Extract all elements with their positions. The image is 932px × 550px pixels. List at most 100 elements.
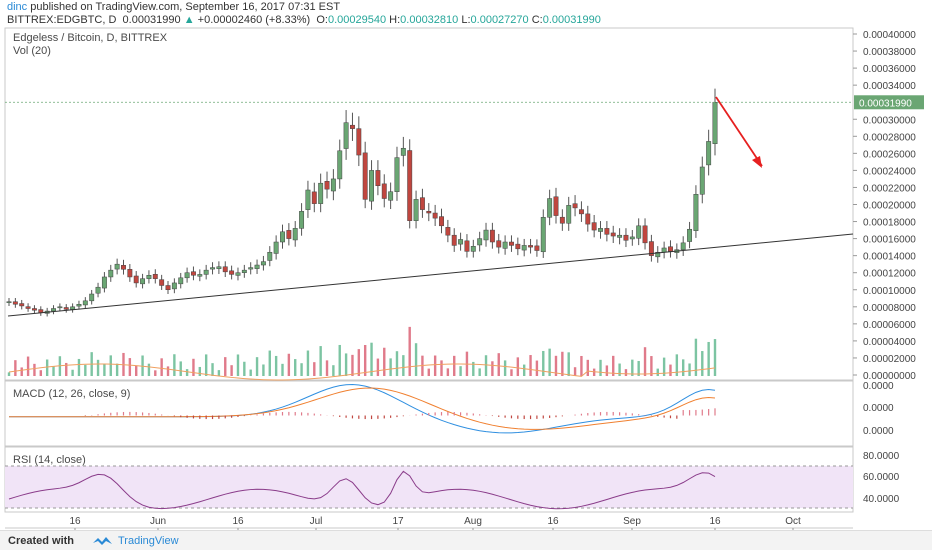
volume-bar — [274, 355, 278, 376]
volume-bar — [255, 357, 259, 376]
volume-bar — [344, 353, 348, 376]
candle-body — [6, 301, 12, 303]
volume-bar — [643, 347, 647, 376]
volume-ma-line — [8, 363, 716, 381]
candle-body — [381, 183, 387, 199]
last-price-tag-label: 0.00031990 — [859, 98, 912, 109]
rsi-tick-label: 40.0000 — [863, 494, 900, 505]
candle-body — [235, 272, 241, 276]
volume-bar — [306, 350, 310, 376]
candle-body — [426, 211, 432, 214]
volume-bar — [624, 369, 628, 376]
volume-bar — [65, 362, 68, 376]
candle-body — [483, 229, 489, 241]
rsi-band — [5, 466, 853, 508]
close-value: 0.00031990 — [542, 14, 601, 26]
volume-bar — [440, 360, 443, 376]
candle-body — [623, 234, 629, 241]
candle-body — [133, 275, 139, 284]
price-tick-label: 0.00020000 — [863, 201, 916, 212]
high-label: H: — [389, 14, 401, 26]
volume-bar — [472, 361, 475, 376]
price-tick-label: 0.00002000 — [863, 354, 916, 365]
tradingview-brand[interactable]: TradingView — [118, 535, 179, 547]
volume-bar — [675, 354, 679, 376]
volume-bar — [688, 363, 691, 376]
price-tick-label: 0.00012000 — [863, 269, 916, 280]
footer-bar: Created with TradingView — [0, 530, 932, 550]
candle-body — [407, 150, 413, 221]
rsi-line — [8, 470, 716, 510]
price-tick-label: 0.00030000 — [863, 115, 916, 126]
candle-body — [636, 225, 642, 239]
projection-arrow-head — [752, 156, 762, 168]
volume-bar — [173, 354, 176, 376]
candle-body — [559, 216, 565, 224]
volume-bar — [135, 365, 138, 376]
volume-bar — [491, 361, 494, 376]
price-tick-label: 0.00040000 — [863, 30, 916, 41]
trendline — [7, 233, 854, 317]
time-tick-label: Aug — [464, 516, 482, 527]
candle-body — [534, 245, 540, 251]
candle-body — [432, 212, 438, 219]
volume-bar — [357, 349, 361, 376]
volume-bar — [84, 364, 87, 376]
volume-bar — [662, 357, 666, 376]
candle-body — [350, 124, 355, 129]
volume-bar — [402, 355, 405, 376]
candle-body — [101, 276, 107, 289]
candle-body — [248, 267, 254, 270]
candle-body — [668, 246, 673, 252]
candle-body — [171, 282, 177, 290]
candle-body — [267, 251, 273, 261]
candle-body — [203, 269, 209, 275]
macd-tick-label: 0.0000 — [863, 426, 894, 437]
volume-bar — [669, 364, 672, 376]
candle-body — [229, 270, 235, 275]
price-tick-label: 0.00038000 — [863, 47, 916, 58]
candle-body — [159, 279, 165, 286]
volume-bar — [484, 355, 488, 376]
volume-bar — [631, 359, 634, 376]
volume-bar — [39, 370, 43, 376]
publisher-line: dinc published on TradingView.com, Septe… — [7, 1, 340, 13]
volume-bar — [586, 359, 589, 376]
publisher-name[interactable]: dinc — [7, 1, 28, 13]
high-value: 0.00032810 — [400, 14, 459, 26]
candle-body — [356, 128, 362, 156]
volume-bar — [103, 364, 106, 376]
price-tick-label: 0.00036000 — [863, 64, 916, 75]
candle-body — [388, 191, 394, 201]
volume-bar — [713, 339, 717, 376]
candle-body — [413, 199, 419, 221]
candle-body — [502, 241, 508, 249]
candle-body — [458, 239, 464, 245]
volume-bar — [427, 368, 430, 376]
candle-body — [464, 240, 470, 252]
candle-body — [286, 230, 292, 239]
candle-body — [648, 241, 654, 256]
candle-body — [114, 263, 120, 270]
candle-body — [152, 274, 158, 279]
candle-body — [273, 241, 279, 254]
chart-canvas[interactable]: 0.00040000 0.00038000 0.00036000 0.00034000… — [0, 0, 932, 530]
price-tick-label: 0.00028000 — [863, 132, 916, 143]
time-tick-label: 16 — [232, 516, 244, 527]
volume-bar — [262, 364, 265, 376]
candle-body — [604, 228, 610, 235]
volume-bar — [147, 363, 151, 376]
time-tick-label: 17 — [392, 516, 404, 527]
candle-body — [184, 272, 190, 279]
candle-body — [82, 300, 88, 306]
open-label: O: — [316, 14, 328, 26]
volume-bar — [478, 368, 481, 376]
volume-bar — [370, 342, 373, 376]
volume-bar — [166, 366, 170, 376]
candle-body — [241, 269, 247, 273]
volume-bar — [52, 366, 55, 376]
volume-bar — [395, 351, 399, 376]
volume-label: Vol (20) — [13, 45, 51, 57]
time-tick-label: 16 — [709, 516, 721, 527]
